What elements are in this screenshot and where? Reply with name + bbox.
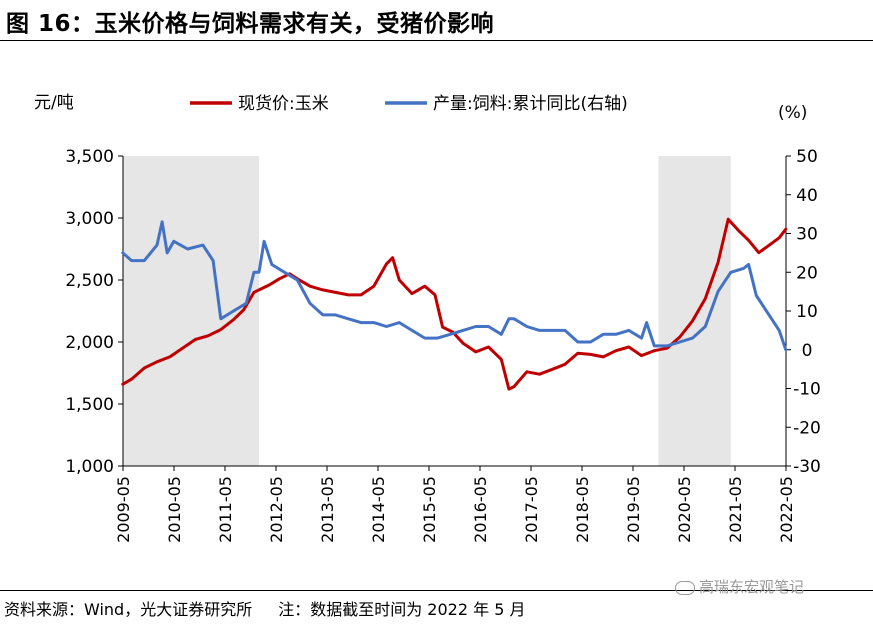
footer-rule xyxy=(0,590,873,591)
watermark: 高瑞东宏观笔记 xyxy=(675,576,804,597)
x-tick-label: 2010-05 xyxy=(165,476,184,543)
x-tick-label: 2014-05 xyxy=(369,476,388,543)
left-tick-label: 1,000 xyxy=(65,457,114,477)
right-axis-unit: (%) xyxy=(778,103,807,123)
watermark-text: 高瑞东宏观笔记 xyxy=(699,578,805,596)
legend: 现货价:玉米 产量:饲料:累计同比(右轴) xyxy=(190,94,628,114)
x-tick-label: 2016-05 xyxy=(471,476,490,543)
right-axis: -30 -20 -10 0 10 20 30 40 50 xyxy=(786,147,821,477)
left-tick-label: 1,500 xyxy=(65,395,114,415)
x-tick-label: 2022-05 xyxy=(777,476,796,543)
right-tick-label: -20 xyxy=(793,418,821,438)
note-text: 注：数据截至时间为 2022 年 5 月 xyxy=(278,600,526,619)
legend-label-corn: 现货价:玉米 xyxy=(238,94,329,114)
x-tick-label: 2011-05 xyxy=(216,476,235,543)
right-tick-label: 30 xyxy=(796,225,818,245)
x-tick-label: 2018-05 xyxy=(573,476,592,543)
left-axis: 1,000 1,500 2,000 2,500 3,000 3,500 xyxy=(65,147,123,477)
chart: 1,000 1,500 2,000 2,500 3,000 3,500 -30 -20 -10… xyxy=(34,93,821,543)
figure-title: 图 16：玉米价格与饲料需求有关，受猪价影响 xyxy=(6,11,495,37)
x-tick-label: 2015-05 xyxy=(420,476,439,543)
right-tick-label: -30 xyxy=(793,457,821,477)
left-tick-label: 2,500 xyxy=(65,271,114,291)
right-tick-label: -10 xyxy=(793,380,821,400)
legend-label-feed: 产量:饲料:累计同比(右轴) xyxy=(433,94,628,114)
source-text: 资料来源：Wind，光大证券研究所 xyxy=(4,600,253,619)
wechat-icon xyxy=(675,580,695,595)
x-tick-label: 2017-05 xyxy=(522,476,541,543)
x-tick-label: 2019-05 xyxy=(624,476,643,543)
left-tick-label: 2,000 xyxy=(65,333,114,353)
title-rule xyxy=(0,40,873,41)
left-axis-unit: 元/吨 xyxy=(34,93,74,113)
x-tick-label: 2013-05 xyxy=(318,476,337,543)
x-axis: 2009-05 2010-05 2011-05 2012-05 2013-05 2014-… xyxy=(114,466,796,543)
corn-price-line xyxy=(121,217,788,391)
x-tick-label: 2009-05 xyxy=(114,476,133,543)
series-lines xyxy=(121,217,788,391)
right-tick-label: 0 xyxy=(802,341,813,361)
left-tick-label: 3,000 xyxy=(65,209,114,229)
x-tick-label: 2021-05 xyxy=(726,476,745,543)
left-tick-label: 3,500 xyxy=(65,147,114,167)
right-tick-label: 20 xyxy=(796,263,818,283)
footer: 资料来源：Wind，光大证券研究所 注：数据截至时间为 2022 年 5 月 xyxy=(4,596,525,620)
x-tick-label: 2012-05 xyxy=(267,476,286,543)
right-tick-label: 40 xyxy=(796,186,818,206)
shaded-period-1 xyxy=(658,156,731,466)
x-tick-label: 2020-05 xyxy=(675,476,694,543)
right-tick-label: 10 xyxy=(796,302,818,322)
right-tick-label: 50 xyxy=(796,147,818,167)
shaded-period-0 xyxy=(123,156,259,466)
shaded-periods xyxy=(123,156,731,466)
feed-output-yoy-line xyxy=(121,220,788,352)
